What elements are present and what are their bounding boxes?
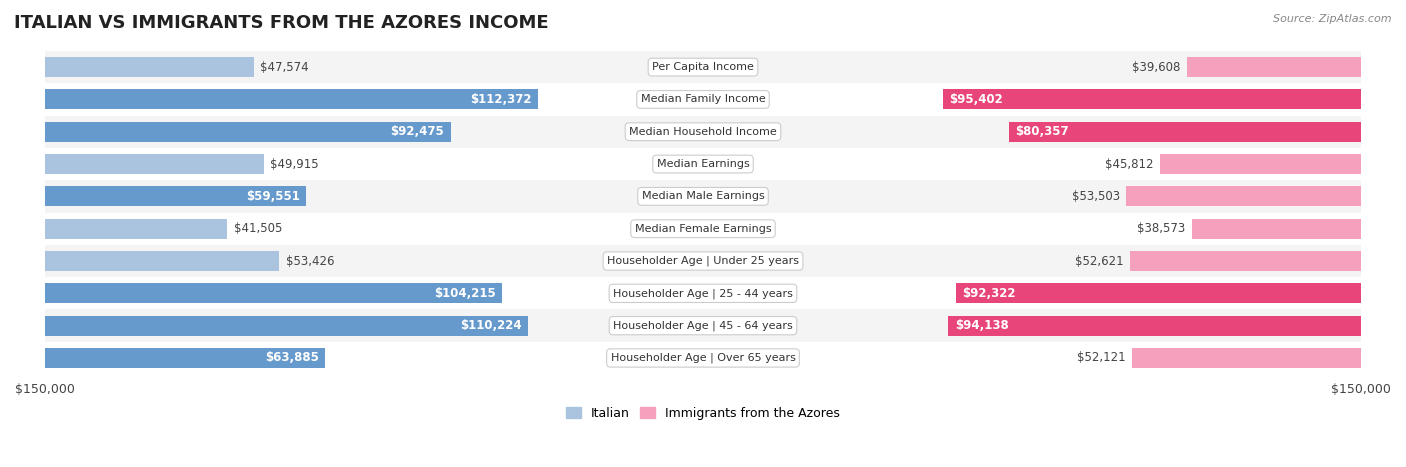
Bar — [1192, 219, 1361, 239]
Bar — [45, 186, 307, 206]
Text: $49,915: $49,915 — [270, 157, 319, 170]
Text: $110,224: $110,224 — [460, 319, 522, 332]
Text: Source: ZipAtlas.com: Source: ZipAtlas.com — [1274, 14, 1392, 24]
Bar — [45, 89, 538, 109]
Text: $53,503: $53,503 — [1071, 190, 1119, 203]
Text: Median Household Income: Median Household Income — [628, 127, 778, 137]
Bar — [45, 251, 280, 271]
Bar — [45, 283, 502, 304]
Text: $59,551: $59,551 — [246, 190, 299, 203]
Bar — [1126, 186, 1361, 206]
Bar — [45, 342, 1361, 374]
Bar — [1132, 348, 1361, 368]
Bar — [1008, 122, 1361, 142]
Bar — [45, 348, 325, 368]
Text: Householder Age | Under 25 years: Householder Age | Under 25 years — [607, 256, 799, 266]
Bar — [45, 180, 1361, 212]
Bar — [45, 310, 1361, 342]
Text: $38,573: $38,573 — [1137, 222, 1185, 235]
Text: Householder Age | 45 - 64 years: Householder Age | 45 - 64 years — [613, 320, 793, 331]
Bar — [45, 115, 1361, 148]
Bar — [942, 89, 1361, 109]
Text: $52,621: $52,621 — [1076, 255, 1123, 268]
Text: $104,215: $104,215 — [434, 287, 495, 300]
Bar — [45, 212, 1361, 245]
Text: $39,608: $39,608 — [1132, 61, 1181, 74]
Text: Householder Age | 25 - 44 years: Householder Age | 25 - 44 years — [613, 288, 793, 298]
Bar — [45, 219, 226, 239]
Bar — [45, 154, 264, 174]
Text: $41,505: $41,505 — [233, 222, 283, 235]
Bar — [45, 83, 1361, 115]
Text: $80,357: $80,357 — [1015, 125, 1069, 138]
Bar — [45, 57, 253, 77]
Bar — [45, 245, 1361, 277]
Bar — [1130, 251, 1361, 271]
Text: Median Earnings: Median Earnings — [657, 159, 749, 169]
Text: Median Female Earnings: Median Female Earnings — [634, 224, 772, 234]
Text: $92,322: $92,322 — [963, 287, 1017, 300]
Text: Median Family Income: Median Family Income — [641, 94, 765, 105]
Text: $53,426: $53,426 — [285, 255, 335, 268]
Text: $52,121: $52,121 — [1077, 352, 1126, 364]
Bar — [45, 51, 1361, 83]
Text: $47,574: $47,574 — [260, 61, 309, 74]
Bar — [45, 277, 1361, 310]
Text: $45,812: $45,812 — [1105, 157, 1153, 170]
Text: Householder Age | Over 65 years: Householder Age | Over 65 years — [610, 353, 796, 363]
Text: $63,885: $63,885 — [264, 352, 319, 364]
Text: ITALIAN VS IMMIGRANTS FROM THE AZORES INCOME: ITALIAN VS IMMIGRANTS FROM THE AZORES IN… — [14, 14, 548, 32]
Text: Per Capita Income: Per Capita Income — [652, 62, 754, 72]
Bar — [956, 283, 1361, 304]
Bar — [45, 148, 1361, 180]
Text: Median Male Earnings: Median Male Earnings — [641, 191, 765, 201]
Bar — [45, 122, 451, 142]
Text: $94,138: $94,138 — [955, 319, 1008, 332]
Text: $92,475: $92,475 — [391, 125, 444, 138]
Text: $95,402: $95,402 — [949, 93, 1002, 106]
Bar — [1187, 57, 1361, 77]
Bar — [1160, 154, 1361, 174]
Bar — [45, 316, 529, 336]
Bar — [948, 316, 1361, 336]
Text: $112,372: $112,372 — [470, 93, 531, 106]
Legend: Italian, Immigrants from the Azores: Italian, Immigrants from the Azores — [562, 403, 844, 424]
